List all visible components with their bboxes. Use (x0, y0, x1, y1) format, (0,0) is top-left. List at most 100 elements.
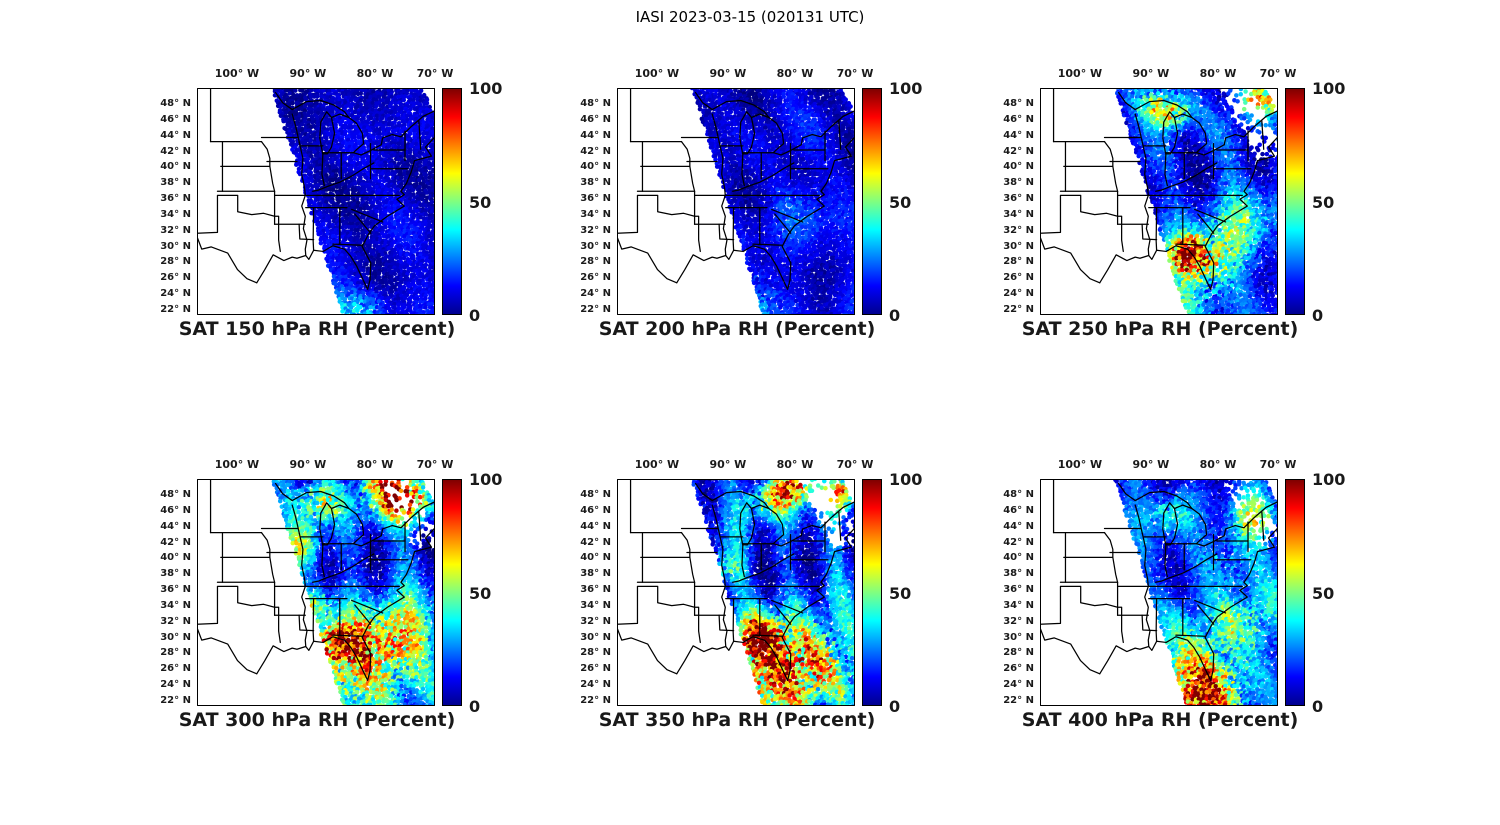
lon-tick-label: 70° W (836, 458, 874, 471)
lat-tick-label: 48° N (1003, 98, 1034, 109)
panel-title: SAT 150 hPa RH (Percent) (178, 318, 456, 340)
lat-tick-label: 46° N (580, 113, 611, 125)
lat-tick-label: 34° N (580, 208, 611, 220)
lat-tick-label: 36° N (580, 193, 611, 205)
lat-tick-label: 44° N (160, 520, 191, 532)
colorbar-tick-label: 100 (469, 470, 503, 489)
lat-tick-label: 46° N (1003, 113, 1034, 125)
lat-tick-label: 26° N (580, 663, 611, 675)
rh-map-canvas (1040, 88, 1278, 315)
lat-tick-label: 46° N (580, 504, 611, 516)
lat-tick-label: 26° N (160, 272, 191, 284)
colorbar-tick-label: 50 (469, 583, 492, 603)
lon-tick-label: 100° W (634, 458, 680, 471)
longitude-axis: 100° W 90° W 80° W 70° W (978, 58, 1368, 88)
latitude-axis: 48° N 46° N 44° N 42° N 40° N 38° N 36° N 34° N… (135, 88, 197, 315)
colorbar-ticks: 100 50 0 (889, 470, 941, 716)
lat-tick-label: 28° N (1003, 647, 1034, 659)
map-panel-300hpa: 100° W 90° W 80° W 70° W 48° N 46° N 44° N 42°… (135, 449, 525, 749)
figure-title: IASI 2023-03-15 (020131 UTC) (635, 8, 865, 26)
longitude-axis: 100° W 90° W 80° W 70° W (135, 449, 525, 479)
lat-tick-label: 32° N (1003, 615, 1034, 627)
longitude-axis: 100° W 90° W 80° W 70° W (135, 58, 525, 88)
lat-tick-label: 48° N (160, 98, 191, 109)
map-panel-150hpa: 100° W 90° W 80° W 70° W 48° N 46° N 44° N 42°… (135, 58, 525, 358)
lon-tick-label: 80° W (1199, 67, 1237, 80)
colorbar-ticks: 100 50 0 (889, 79, 941, 325)
lat-tick-label: 36° N (1003, 193, 1034, 205)
lat-tick-label: 24° N (580, 288, 611, 300)
colorbar-tick-label: 0 (1312, 697, 1324, 716)
lat-tick-label: 28° N (160, 256, 191, 268)
colorbar-tick-label: 0 (469, 697, 481, 716)
lon-tick-label: 80° W (356, 458, 394, 471)
lon-tick-label: 100° W (1057, 458, 1103, 471)
map-panel-400hpa: 100° W 90° W 80° W 70° W 48° N 46° N 44° N 42°… (978, 449, 1368, 749)
lat-tick-label: 48° N (580, 489, 611, 500)
rh-map-canvas (197, 479, 435, 706)
lat-tick-label: 32° N (1003, 224, 1034, 236)
lat-tick-label: 42° N (580, 536, 611, 548)
lon-tick-label: 70° W (416, 458, 454, 471)
lat-tick-label: 34° N (1003, 208, 1034, 220)
lon-tick-label: 100° W (214, 67, 260, 80)
lat-tick-label: 42° N (1003, 145, 1034, 157)
lat-tick-label: 28° N (160, 647, 191, 659)
lat-tick-label: 38° N (1003, 568, 1034, 580)
lat-tick-label: 40° N (580, 161, 611, 173)
lon-tick-label: 80° W (356, 67, 394, 80)
colorbar-ticks: 100 50 0 (469, 470, 521, 716)
lat-tick-label: 42° N (160, 145, 191, 157)
lat-tick-label: 36° N (580, 584, 611, 596)
colorbar-tick-label: 50 (469, 192, 492, 212)
lon-tick-label: 70° W (1259, 67, 1297, 80)
lon-tick-label: 70° W (416, 67, 454, 80)
lat-tick-label: 46° N (1003, 504, 1034, 516)
lat-tick-label: 30° N (580, 631, 611, 643)
lon-tick-label: 70° W (836, 67, 874, 80)
lon-tick-label: 90° W (289, 67, 327, 80)
lat-tick-label: 30° N (1003, 631, 1034, 643)
lat-tick-label: 34° N (160, 599, 191, 611)
colorbar-tick-label: 50 (889, 192, 912, 212)
lat-tick-label: 38° N (160, 177, 191, 189)
colorbar (1285, 88, 1305, 315)
lon-tick-label: 90° W (1132, 67, 1170, 80)
colorbar-ticks: 100 50 0 (1312, 470, 1364, 716)
colorbar-ticks: 100 50 0 (1312, 79, 1364, 325)
lon-tick-label: 80° W (776, 67, 814, 80)
latitude-axis: 48° N 46° N 44° N 42° N 40° N 38° N 36° N 34° N… (135, 479, 197, 706)
lat-tick-label: 46° N (160, 504, 191, 516)
longitude-axis: 100° W 90° W 80° W 70° W (555, 58, 945, 88)
lon-tick-label: 90° W (709, 67, 747, 80)
lat-tick-label: 40° N (160, 161, 191, 173)
colorbar (442, 479, 462, 706)
colorbar (862, 88, 882, 315)
lon-tick-label: 90° W (709, 458, 747, 471)
lat-tick-label: 46° N (160, 113, 191, 125)
lat-tick-label: 22° N (160, 304, 191, 315)
lat-tick-label: 24° N (160, 679, 191, 691)
lat-tick-label: 38° N (160, 568, 191, 580)
lon-tick-label: 100° W (634, 67, 680, 80)
lat-tick-label: 26° N (580, 272, 611, 284)
lat-tick-label: 34° N (160, 208, 191, 220)
lat-tick-label: 38° N (580, 568, 611, 580)
lon-tick-label: 100° W (214, 458, 260, 471)
panel-title: SAT 250 hPa RH (Percent) (1021, 318, 1299, 340)
latitude-axis: 48° N 46° N 44° N 42° N 40° N 38° N 36° N 34° N… (555, 479, 617, 706)
lat-tick-label: 28° N (580, 647, 611, 659)
colorbar-tick-label: 100 (1312, 79, 1346, 98)
colorbar (442, 88, 462, 315)
rh-map-canvas (1040, 479, 1278, 706)
colorbar-tick-label: 0 (889, 697, 901, 716)
lat-tick-label: 36° N (160, 193, 191, 205)
lat-tick-label: 44° N (1003, 520, 1034, 532)
lat-tick-label: 42° N (580, 145, 611, 157)
lat-tick-label: 48° N (1003, 489, 1034, 500)
lat-tick-label: 30° N (1003, 240, 1034, 252)
lon-tick-label: 70° W (1259, 458, 1297, 471)
colorbar-tick-label: 50 (1312, 583, 1335, 603)
map-panel-250hpa: 100° W 90° W 80° W 70° W 48° N 46° N 44° N 42°… (978, 58, 1368, 358)
lat-tick-label: 36° N (1003, 584, 1034, 596)
